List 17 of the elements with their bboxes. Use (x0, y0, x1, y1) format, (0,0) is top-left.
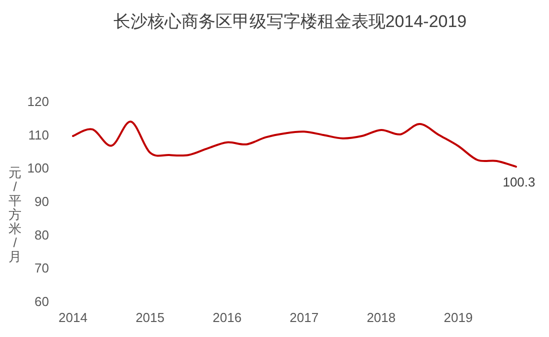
y-tick-label: 70 (34, 260, 49, 276)
x-tick-label: 2016 (212, 310, 242, 325)
data-label: 100.3 (502, 174, 536, 190)
y-tick-label: 60 (34, 294, 49, 309)
y-tick-label: 100 (27, 160, 49, 176)
line-series (72, 120, 517, 168)
x-tick-label: 2015 (136, 310, 165, 325)
y-axis-title: 元/平方米/月 (8, 165, 22, 264)
x-tick-label: 2017 (290, 310, 319, 325)
chart-title: 长沙核心商务区甲级写字楼租金表现2014-2019 (113, 12, 467, 31)
x-tick-label: 2014 (58, 310, 88, 325)
y-tick-label: 110 (28, 127, 49, 142)
x-tick-label: 2019 (444, 310, 473, 325)
y-tick-label: 120 (27, 94, 49, 109)
y-tick-label: 90 (34, 194, 49, 209)
x-tick-label: 2018 (366, 310, 396, 325)
y-tick-label: 80 (34, 227, 49, 242)
